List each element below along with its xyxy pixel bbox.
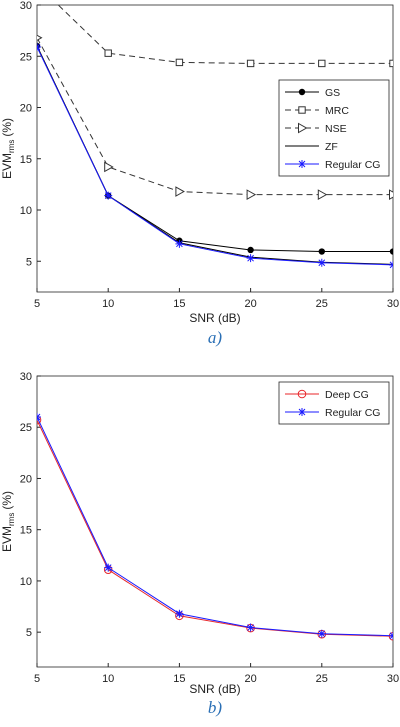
legend-marker bbox=[298, 106, 306, 114]
marker bbox=[389, 260, 393, 269]
x-tick-label: 20 bbox=[244, 298, 256, 310]
series-group bbox=[37, 412, 393, 641]
marker bbox=[37, 412, 41, 421]
legend-label: Deep CG bbox=[325, 389, 369, 401]
line bbox=[37, 416, 393, 637]
marker bbox=[246, 623, 255, 632]
marker bbox=[298, 408, 306, 416]
y-tick-label: 5 bbox=[26, 256, 32, 268]
legend-marker bbox=[297, 389, 307, 399]
line bbox=[57, 5, 393, 64]
y-label-unit: (%) bbox=[0, 491, 14, 510]
marker bbox=[37, 43, 41, 52]
marker bbox=[318, 248, 325, 255]
marker bbox=[175, 58, 184, 67]
y-tick-label: 25 bbox=[20, 51, 32, 63]
y-tick-label: 10 bbox=[20, 576, 32, 588]
y-label-unit: (%) bbox=[0, 118, 14, 137]
marker bbox=[175, 609, 184, 618]
line bbox=[37, 46, 393, 266]
line bbox=[37, 419, 393, 637]
legend-marker bbox=[298, 122, 308, 134]
y-label-sub: rms bbox=[7, 140, 16, 153]
legend-box bbox=[278, 381, 390, 425]
marker bbox=[318, 59, 326, 68]
legend-label: ZF bbox=[325, 141, 338, 153]
x-tick-label: 30 bbox=[387, 298, 399, 310]
legend-marker bbox=[298, 408, 306, 416]
x-axis-label: SNR (dB) bbox=[189, 682, 240, 696]
marker bbox=[297, 389, 307, 399]
legend-marker bbox=[298, 160, 306, 168]
legend-label: Regular CG bbox=[325, 407, 380, 419]
marker bbox=[104, 563, 113, 572]
marker bbox=[246, 189, 257, 200]
legend-label: NSE bbox=[325, 123, 347, 135]
marker bbox=[389, 631, 393, 640]
marker bbox=[389, 59, 393, 68]
marker bbox=[317, 258, 326, 267]
x-tick-label: 5 bbox=[34, 673, 40, 685]
y-label-sub: rms bbox=[7, 513, 16, 526]
legend-label: MRC bbox=[325, 105, 349, 117]
line bbox=[37, 37, 393, 196]
marker bbox=[104, 49, 112, 57]
series-group bbox=[37, 5, 393, 269]
x-tick-label: 5 bbox=[34, 298, 40, 310]
marker bbox=[247, 246, 254, 254]
x-tick-label: 10 bbox=[102, 673, 114, 685]
marker bbox=[389, 189, 393, 200]
marker bbox=[246, 254, 255, 263]
marker bbox=[298, 160, 306, 168]
y-tick-label: 20 bbox=[20, 473, 32, 485]
y-axis-label: EVMrms (%) bbox=[0, 491, 16, 552]
marker bbox=[298, 88, 306, 96]
marker bbox=[246, 59, 255, 68]
legend-marker bbox=[298, 88, 306, 96]
marker bbox=[298, 122, 308, 134]
marker bbox=[104, 161, 114, 173]
x-tick-label: 25 bbox=[316, 673, 328, 685]
x-tick-label: 20 bbox=[244, 673, 256, 685]
x-tick-label: 30 bbox=[387, 673, 399, 685]
y-tick-label: 30 bbox=[20, 371, 32, 383]
marker bbox=[104, 191, 113, 200]
x-tick-label: 25 bbox=[316, 298, 328, 310]
y-tick-label: 15 bbox=[20, 525, 32, 537]
y-tick-label: 5 bbox=[26, 627, 32, 639]
x-tick-label: 15 bbox=[173, 298, 185, 310]
marker bbox=[389, 248, 393, 255]
x-tick-label: 15 bbox=[173, 673, 185, 685]
y-label-main: EVM bbox=[0, 153, 14, 179]
marker bbox=[37, 34, 43, 41]
y-tick-label: 30 bbox=[20, 0, 32, 12]
y-label-main: EVM bbox=[0, 526, 14, 552]
marker bbox=[317, 629, 326, 638]
y-tick-label: 25 bbox=[20, 422, 32, 434]
legend-label: Regular CG bbox=[325, 159, 380, 171]
x-tick-label: 10 bbox=[102, 298, 114, 310]
marker bbox=[317, 189, 328, 200]
marker bbox=[175, 186, 185, 197]
marker bbox=[388, 631, 393, 641]
plot-area bbox=[36, 375, 394, 668]
x-axis-label: SNR (dB) bbox=[189, 311, 240, 325]
marker bbox=[175, 239, 184, 248]
y-tick-label: 20 bbox=[20, 103, 32, 115]
caption: b) bbox=[208, 698, 223, 717]
marker bbox=[298, 106, 306, 114]
caption: a) bbox=[208, 328, 223, 347]
y-tick-label: 10 bbox=[20, 205, 32, 217]
y-tick-label: 15 bbox=[20, 154, 32, 166]
legend-label: GS bbox=[325, 87, 340, 99]
y-axis-label: EVMrms (%) bbox=[0, 118, 16, 179]
